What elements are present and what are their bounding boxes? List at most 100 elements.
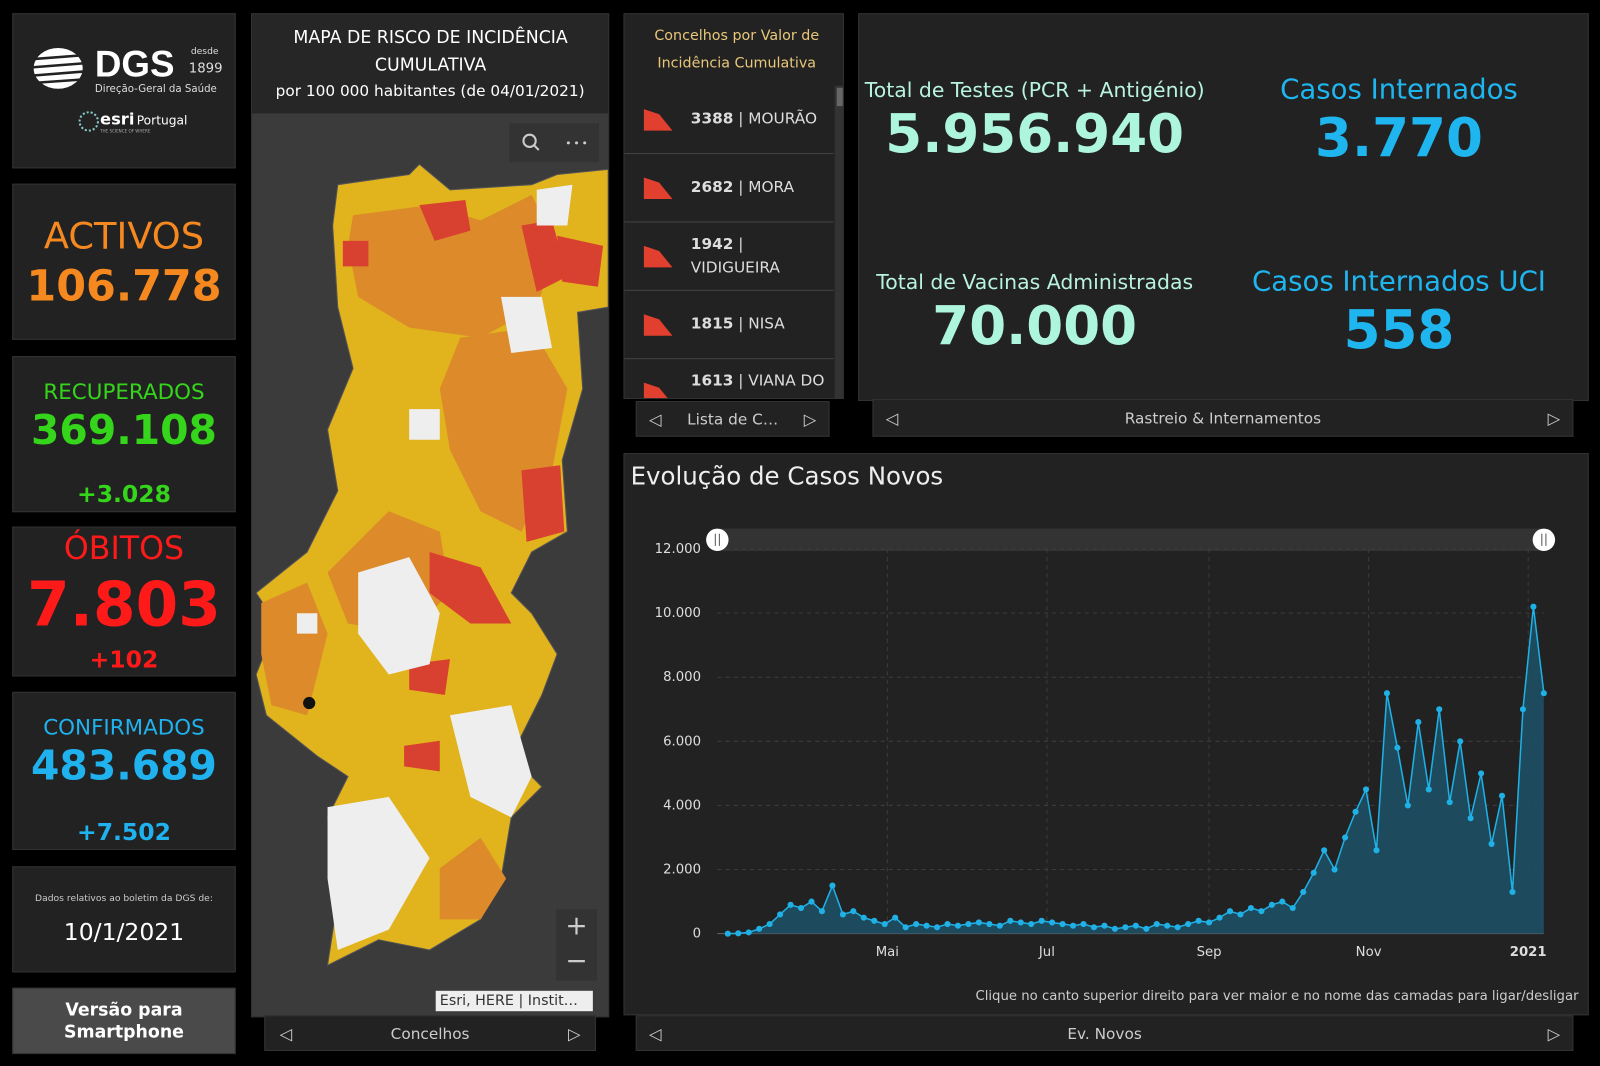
point <box>1164 922 1171 929</box>
point <box>1362 786 1370 793</box>
point <box>1446 799 1453 806</box>
indicator-label: ÓBITOS <box>63 530 185 568</box>
zoom-controls: + − <box>556 909 597 981</box>
area <box>727 606 1544 934</box>
indicator-label: ACTIVOS <box>43 215 205 258</box>
indicator-change: +102 <box>89 646 159 674</box>
point <box>975 919 982 926</box>
ranking-panel: Concelhos por Valor de Incidência Cumula… <box>623 13 844 399</box>
ranking-list: 3388 | MOURÃO 2682 | MORA 1942 | VIDIGUEIR… <box>624 86 834 398</box>
point <box>892 914 899 921</box>
range-slider[interactable] <box>717 528 1544 552</box>
logo-since: desde <box>190 46 219 58</box>
point <box>1394 744 1401 751</box>
point <box>1519 706 1527 713</box>
point <box>1195 917 1202 924</box>
point <box>1289 904 1296 912</box>
prev-button[interactable]: ◁ <box>885 408 899 428</box>
point <box>818 908 826 915</box>
map-title: MAPA DE RISCO DE INCIDÊNCIA CUMULATIVA <box>293 27 568 76</box>
more-button[interactable] <box>566 141 587 145</box>
next-button[interactable]: ▷ <box>1547 408 1561 428</box>
point <box>1132 922 1139 929</box>
stat-label: Total de Testes (PCR + Antigénio) <box>864 77 1205 103</box>
ranking-row[interactable]: 1942 | VIDIGUEIRA <box>624 222 834 291</box>
point <box>871 917 878 924</box>
map[interactable] <box>252 113 609 1017</box>
logo-panel: DGS desde 1899 Direção-Geral da Saúde es… <box>12 13 236 169</box>
separator: | <box>733 109 749 128</box>
prev-button[interactable]: ◁ <box>279 1023 293 1043</box>
ranking-row[interactable]: 1815 | NISA <box>624 291 834 360</box>
next-button[interactable]: ▷ <box>1547 1023 1561 1043</box>
separator: | <box>733 314 749 333</box>
point <box>1373 847 1380 854</box>
point <box>745 929 752 936</box>
zoom-in[interactable]: + <box>565 911 588 942</box>
point <box>1216 914 1223 921</box>
point <box>1342 834 1349 841</box>
chart: Evolução de Casos Novos Clique no canto … <box>631 462 1579 1004</box>
esri-text: esri <box>99 109 135 129</box>
point <box>1488 840 1495 847</box>
ranking-name: VIANA DO ALENTEJO <box>691 371 825 398</box>
point <box>1321 847 1328 854</box>
ranking-text: 1942 | VIDIGUEIRA <box>691 233 829 280</box>
point <box>881 920 888 928</box>
point <box>923 922 930 929</box>
point <box>735 930 742 937</box>
point <box>1331 866 1338 873</box>
point <box>787 901 794 908</box>
indicator-value: 106.778 <box>26 260 222 311</box>
map-panel: MAPA DE RISCO DE INCIDÊNCIA CUMULATIVA p… <box>251 13 610 1018</box>
point <box>1049 919 1056 926</box>
ranking-row[interactable]: 1613 | VIANA DO ALENTEJO <box>624 359 833 398</box>
point <box>1425 786 1432 793</box>
slider-handle[interactable] <box>1532 528 1556 552</box>
search-button[interactable] <box>522 133 540 151</box>
point <box>808 898 815 905</box>
stats-tab: Rastreio & Internamentos <box>1124 409 1322 428</box>
next-button[interactable]: ▷ <box>568 1023 581 1043</box>
scrollbar[interactable] <box>834 85 843 398</box>
x-tick-label: Sep <box>1197 945 1222 960</box>
obitos-panel: ÓBITOS 7.803 +102 <box>12 526 236 677</box>
smartphone-button[interactable]: Versão para Smartphone <box>12 987 236 1055</box>
point <box>954 922 962 929</box>
prev-button[interactable]: ◁ <box>648 1023 662 1043</box>
ranking-tab: Lista de C… <box>687 410 779 429</box>
point <box>1080 920 1087 928</box>
point <box>965 920 972 928</box>
separator: | <box>733 234 744 254</box>
stat-value: 3.770 <box>1315 108 1483 170</box>
ranking-row[interactable]: 2682 | MORA <box>624 154 834 223</box>
esri-tagline: THE SCIENCE OF WHERE <box>99 128 151 134</box>
ranking-row[interactable]: 3388 | MOURÃO <box>624 86 834 155</box>
stat-value: 558 <box>1343 299 1455 362</box>
point <box>1101 922 1108 929</box>
point <box>1247 904 1254 912</box>
logo-year: 1899 <box>188 61 223 77</box>
esri-icon <box>78 111 99 132</box>
point <box>1279 898 1286 905</box>
indicator-change: +3.028 <box>77 481 171 509</box>
point <box>1174 924 1181 931</box>
next-button[interactable]: ▷ <box>803 409 817 429</box>
point <box>1352 808 1359 815</box>
point <box>797 904 805 912</box>
ranking-tab-bar: ◁ Lista de C… ▷ <box>635 401 830 437</box>
prev-button[interactable]: ◁ <box>648 409 662 429</box>
indicator-label: RECUPERADOS <box>43 379 205 405</box>
point <box>1007 917 1014 924</box>
ranking-name: VIDIGUEIRA <box>690 258 780 277</box>
point <box>1226 908 1234 915</box>
slider-handle[interactable] <box>706 528 729 552</box>
y-tick-label: 2.000 <box>663 863 701 878</box>
map-subtitle: por 100 000 habitantes (de 04/01/2021) <box>275 81 585 100</box>
zoom-out[interactable]: − <box>565 945 588 977</box>
stat-label: Total de Vacinas Administradas <box>876 269 1194 294</box>
ranking-name: MORA <box>748 177 795 196</box>
point <box>1436 706 1443 713</box>
ranking-name: MOURÃO <box>748 109 818 128</box>
